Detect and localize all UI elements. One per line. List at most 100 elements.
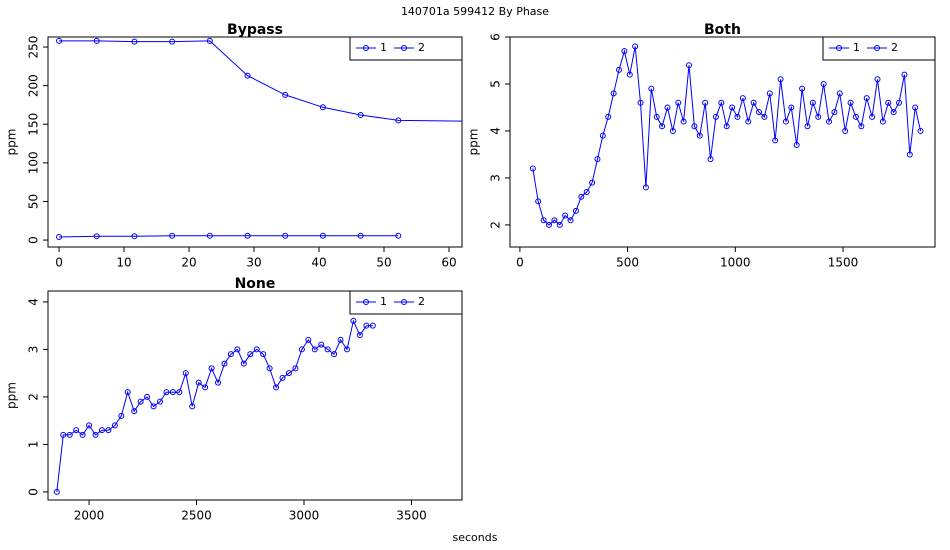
data-point bbox=[66, 431, 73, 438]
data-point bbox=[858, 123, 865, 130]
data-point bbox=[734, 113, 741, 120]
data-point bbox=[632, 43, 639, 50]
data-point bbox=[79, 431, 86, 438]
data-point bbox=[642, 184, 649, 191]
data-point bbox=[319, 232, 326, 239]
data-point bbox=[664, 104, 671, 111]
data-point bbox=[240, 360, 247, 367]
data-point bbox=[793, 142, 800, 149]
y-tick-label: 4 bbox=[27, 298, 41, 306]
data-point bbox=[799, 85, 806, 92]
x-tick-label: 2000 bbox=[74, 509, 105, 523]
data-point bbox=[745, 118, 752, 125]
x-tick-label: 30 bbox=[246, 256, 261, 270]
data-point bbox=[826, 118, 833, 125]
data-point bbox=[253, 346, 260, 353]
data-point bbox=[562, 212, 569, 219]
data-point bbox=[556, 221, 563, 228]
data-point bbox=[56, 37, 63, 44]
x-tick-label: 500 bbox=[616, 256, 639, 270]
plot-frame bbox=[509, 36, 936, 248]
data-point bbox=[137, 398, 144, 405]
data-point bbox=[852, 113, 859, 120]
data-point bbox=[696, 132, 703, 139]
data-point bbox=[906, 151, 913, 158]
x-tick-label: 10 bbox=[116, 256, 131, 270]
data-point bbox=[260, 351, 267, 358]
data-point bbox=[901, 71, 908, 78]
legend-label: 1 bbox=[380, 295, 387, 308]
data-point bbox=[750, 99, 757, 106]
legend-label: 1 bbox=[380, 41, 387, 54]
data-point bbox=[206, 37, 213, 44]
y-tick-label: 3 bbox=[27, 346, 41, 354]
y-tick-label: 200 bbox=[27, 74, 41, 97]
y-axis-label: ppm bbox=[5, 129, 19, 156]
y-tick-label: 100 bbox=[27, 151, 41, 174]
data-point bbox=[890, 109, 897, 116]
data-point bbox=[815, 113, 822, 120]
data-point bbox=[599, 132, 606, 139]
data-point bbox=[879, 118, 886, 125]
data-point bbox=[772, 137, 779, 144]
data-point bbox=[777, 76, 784, 83]
data-point bbox=[545, 221, 552, 228]
data-point bbox=[150, 403, 157, 410]
data-point bbox=[395, 117, 402, 124]
plot-layer bbox=[56, 37, 462, 240]
data-point bbox=[169, 389, 176, 396]
y-tick-label: 150 bbox=[27, 113, 41, 136]
data-point bbox=[885, 99, 892, 106]
x-axis-label: seconds bbox=[453, 531, 498, 544]
data-point bbox=[195, 379, 202, 386]
data-point bbox=[93, 233, 100, 240]
data-point bbox=[578, 193, 585, 200]
data-point bbox=[896, 99, 903, 106]
data-point bbox=[266, 365, 273, 372]
y-tick-label: 1 bbox=[27, 441, 41, 449]
y-tick-label: 2 bbox=[489, 221, 503, 229]
y-tick-label: 2 bbox=[27, 393, 41, 401]
data-point bbox=[60, 431, 67, 438]
data-point bbox=[583, 189, 590, 196]
data-point bbox=[610, 90, 617, 97]
data-point bbox=[319, 104, 326, 111]
data-point bbox=[344, 346, 350, 353]
y-tick-label: 50 bbox=[27, 194, 41, 209]
x-tick-label: 60 bbox=[441, 256, 456, 270]
data-point bbox=[131, 38, 138, 45]
data-point bbox=[169, 232, 176, 239]
legend-marker bbox=[401, 45, 407, 51]
x-tick-label: 20 bbox=[181, 256, 196, 270]
series-line bbox=[58, 235, 399, 238]
legend-marker bbox=[874, 45, 880, 51]
legend-marker bbox=[363, 299, 369, 305]
data-point bbox=[594, 156, 601, 163]
data-point bbox=[847, 99, 854, 106]
plot-layer bbox=[53, 317, 376, 495]
data-point bbox=[282, 91, 289, 98]
data-point bbox=[831, 109, 838, 116]
data-point bbox=[182, 370, 189, 377]
data-point bbox=[702, 99, 709, 106]
panel-title: Bypass bbox=[227, 22, 283, 38]
data-point bbox=[766, 90, 773, 97]
data-point bbox=[863, 95, 870, 102]
data-point bbox=[285, 370, 292, 377]
data-point bbox=[356, 332, 363, 339]
data-point bbox=[311, 346, 318, 353]
data-point bbox=[605, 113, 612, 120]
x-tick-label: 50 bbox=[376, 256, 391, 270]
data-point bbox=[723, 123, 730, 130]
data-point bbox=[551, 217, 558, 224]
data-point bbox=[686, 62, 693, 69]
data-point bbox=[73, 427, 80, 434]
data-point bbox=[529, 165, 536, 172]
data-point bbox=[273, 384, 280, 391]
data-point bbox=[809, 99, 816, 106]
